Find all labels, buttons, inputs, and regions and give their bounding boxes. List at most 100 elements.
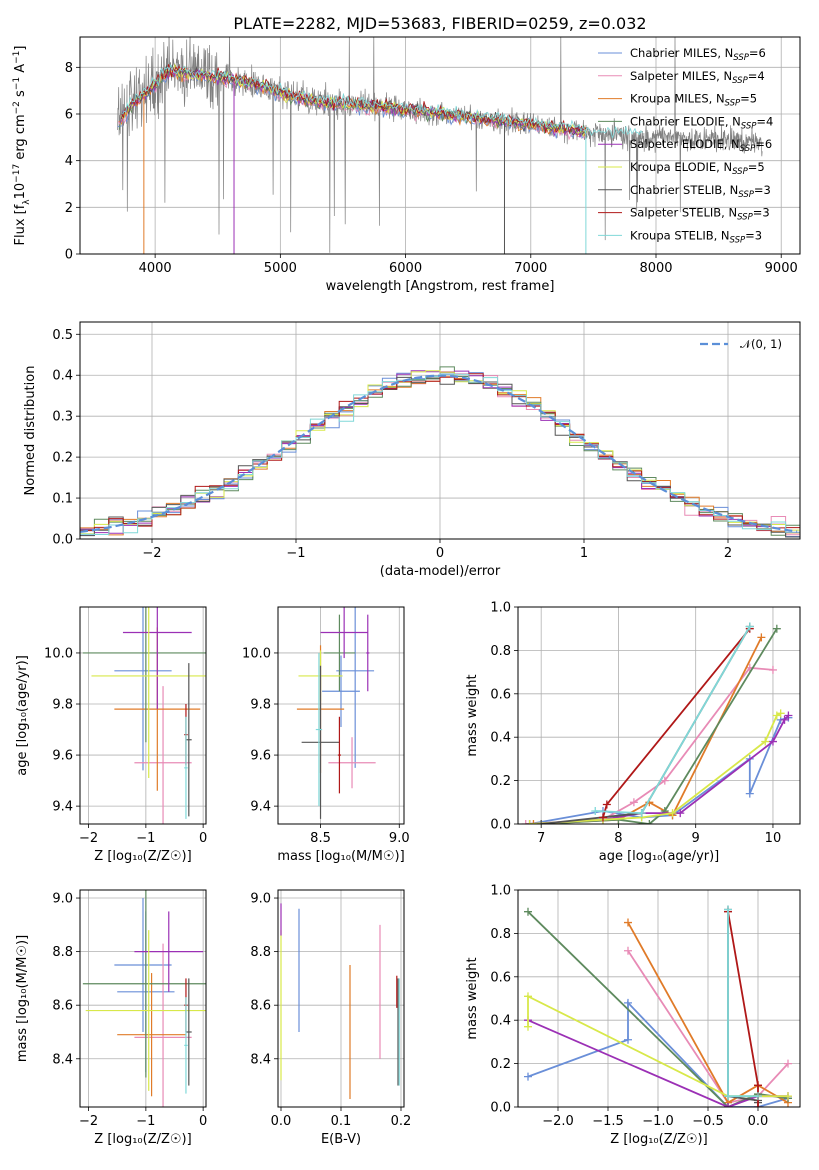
series-marker — [537, 820, 546, 824]
y-axis-label-part: λ — [22, 199, 32, 205]
x-tick-label: 7 — [537, 831, 545, 846]
plot-area-massweight_vs_age — [521, 622, 793, 824]
y-tick-label: 6 — [65, 108, 73, 123]
panel-mass_vs_EBV: 0.0 0.1 0.2 8.4 8.6 8.8 9.0 E(B-V) — [250, 889, 411, 1147]
axes-frame — [79, 889, 207, 1108]
panel-age_vs_mass: 8.5 9.0 9.4 9.6 9.8 10.0 mass [log₁₀(M/M☉)] — [242, 606, 410, 864]
series-marker — [724, 905, 732, 914]
y-tick-label: 0.0 — [490, 818, 511, 833]
y-tick-label: 8.8 — [52, 945, 73, 960]
plot-area-mass_vs_EBV — [280, 903, 400, 1099]
legend-entry-suffix: =5 — [748, 160, 765, 174]
y-tick-label: 0.0 — [52, 533, 73, 548]
x-tick-label: 8 — [614, 831, 622, 846]
errorbar-point — [117, 973, 186, 1097]
y-axis-label: Flux [fλ10−17 erg cm−2 s−1 A−1] — [12, 46, 32, 246]
x-tick-label: 0.1 — [331, 1114, 352, 1129]
y-axis-label-part: −1 — [12, 77, 22, 90]
y-tick-label: 9.0 — [250, 892, 271, 907]
y-axis-label: mass [log₁₀(M/M☉)] — [15, 935, 30, 1062]
x-tick-label: 9 — [692, 831, 700, 846]
y-tick-label: 0.2 — [490, 1057, 511, 1072]
series-marker — [724, 1092, 732, 1101]
normal-legend-label: 𝒩(0, 1) — [740, 337, 782, 351]
x-tick-label: −1.5 — [592, 1114, 624, 1129]
x-tick-label: 9.0 — [389, 831, 410, 846]
x-axis-label: wavelength [Angstrom, rest frame] — [326, 279, 555, 294]
errorbar-point — [114, 898, 172, 1032]
x-tick-label: −2 — [142, 546, 161, 561]
y-tick-label: 8.6 — [52, 999, 73, 1014]
legend-entry-suffix: =3 — [745, 228, 762, 242]
axes-frame — [79, 606, 207, 825]
y-tick-label: 0.1 — [52, 492, 73, 507]
panel-residuals: −2 −1 0 1 2 0.0 0.1 0.2 0.3 0.4 0.5 (data-model)/er… — [23, 321, 801, 579]
series-line-0 — [527, 1000, 789, 1107]
y-tick-label: 0.8 — [490, 927, 511, 942]
y-tick-label: 9.0 — [52, 892, 73, 907]
legend-entry-label: Kroupa STELIB, N — [630, 228, 730, 242]
y-axis-label-part: −17 — [12, 164, 22, 183]
x-tick-label: −1 — [136, 831, 155, 846]
errorbar-point — [82, 607, 206, 743]
errorbar-point — [134, 686, 192, 824]
series-marker — [676, 809, 685, 818]
x-tick-label: −1 — [286, 546, 305, 561]
legend-entry-suffix: =3 — [754, 183, 771, 197]
legend-entry-sub: SSP — [732, 76, 748, 86]
series-marker — [591, 806, 600, 815]
errorbar-point — [366, 614, 370, 692]
legend-entry-sub: SSP — [737, 213, 753, 223]
legend-entry-suffix: =4 — [756, 114, 773, 128]
errorbar-point — [322, 655, 360, 727]
panel-mass_vs_Z: −2 −1 0 8.4 8.6 8.8 9.0 Z [log₁₀(Z/Z☉)] mass [lo… — [15, 889, 207, 1147]
legend-entry-sub: SSP — [725, 99, 741, 109]
errorbar-point — [185, 663, 192, 817]
series-marker — [629, 798, 638, 807]
legend-entry: Chabrier STELIB, NSSP=3 — [630, 183, 771, 200]
series-marker — [745, 622, 754, 631]
series-marker — [624, 1035, 632, 1044]
y-axis-label-part: ] — [13, 46, 28, 51]
x-tick-label: 9000 — [765, 261, 798, 276]
legend-entry: Salpeter STELIB, NSSP=3 — [630, 206, 770, 223]
x-tick-label: 0 — [199, 831, 207, 846]
y-axis-label-part: A — [13, 64, 28, 77]
x-axis-label: mass [log₁₀(M/M☉)] — [277, 849, 404, 864]
errorbar-point — [184, 716, 188, 819]
series-marker — [602, 800, 611, 809]
y-tick-label: 2 — [65, 201, 73, 216]
legend-entry: Kroupa MILES, NSSP=5 — [630, 92, 757, 109]
x-tick-label: 6000 — [389, 261, 422, 276]
axes-frame — [79, 321, 801, 540]
y-axis-label: age [log₁₀(age/yr)] — [15, 655, 30, 776]
series-marker — [524, 1022, 532, 1031]
legend-entry-label: Salpeter STELIB, N — [630, 206, 737, 220]
series-marker — [524, 907, 532, 916]
y-tick-label: 0.3 — [52, 410, 73, 425]
x-axis-label: Z [log₁₀(Z/Z☉)] — [610, 1132, 707, 1147]
y-tick-label: 9.8 — [250, 698, 271, 713]
series-marker — [637, 809, 646, 818]
y-tick-label: 8.4 — [52, 1052, 73, 1067]
series-line-1 — [627, 950, 789, 1104]
y-tick-label: 8.4 — [250, 1052, 271, 1067]
y-axis-label: Normed distribution — [23, 366, 38, 496]
legend-entry-sub: SSP — [740, 144, 756, 154]
series-marker — [624, 998, 632, 1007]
legend-entry: Kroupa ELODIE, NSSP=5 — [630, 160, 765, 177]
series-marker — [784, 1092, 792, 1101]
series-line-2 — [627, 922, 789, 1104]
y-tick-label: 8 — [65, 61, 73, 76]
y-tick-label: 8.6 — [250, 999, 271, 1014]
errorbar-point — [134, 943, 192, 1107]
x-axis-label: Z [log₁₀(Z/Z☉)] — [94, 1132, 191, 1147]
plot-area-age_vs_Z — [82, 607, 206, 824]
errorbar-point — [185, 978, 192, 1086]
y-axis-label-part: −2 — [12, 101, 22, 114]
y-tick-label: 1.0 — [490, 884, 511, 899]
y-tick-label: 9.6 — [52, 749, 73, 764]
y-tick-label: 0.4 — [490, 1014, 511, 1029]
series-marker — [784, 711, 793, 720]
x-tick-label: 2 — [724, 546, 732, 561]
